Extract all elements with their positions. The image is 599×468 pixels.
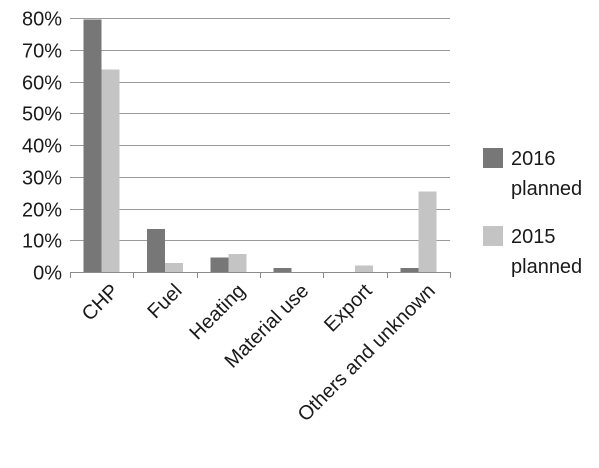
legend-label-2015-line2: planned	[511, 256, 582, 278]
bar-2015-planned-export	[355, 265, 373, 272]
axes	[70, 272, 451, 278]
bar-2016-planned-fuel	[147, 229, 165, 272]
bar-2016-planned-material-use	[273, 268, 292, 272]
gridlines	[70, 18, 450, 241]
legend-swatch-2015-planned	[483, 226, 503, 246]
bar-2015-planned-heating	[228, 253, 247, 272]
legend-label-2016-line1: 2016	[511, 148, 556, 170]
x-tick-label: Heating	[186, 280, 250, 344]
y-tick-label: 70%	[22, 41, 62, 63]
x-tick-label: CHP	[78, 280, 123, 325]
y-tick-label: 30%	[22, 168, 62, 190]
legend-label-2016-line2: planned	[511, 178, 582, 200]
y-axis-tick-labels: 0% 10% 20% 30% 40% 50% 60% 70% 80%	[22, 9, 62, 285]
legend: 2016 planned 2015 planned	[483, 148, 582, 278]
bars	[83, 19, 437, 273]
bar-2016-planned-chp	[83, 19, 102, 272]
bar-2016-planned-others-and-unknown	[400, 268, 419, 272]
bar-2015-planned-others-and-unknown	[418, 191, 437, 272]
y-tick-label: 10%	[22, 231, 62, 253]
bar-2016-planned-heating	[210, 257, 229, 272]
y-tick-label: 80%	[22, 9, 62, 31]
y-tick-label: 40%	[22, 136, 62, 158]
x-tick-label: Fuel	[143, 280, 186, 323]
legend-swatch-2016-planned	[483, 148, 503, 168]
legend-label-2015-line1: 2015	[511, 226, 556, 248]
bar-2015-planned-chp	[101, 69, 120, 273]
y-tick-label: 20%	[22, 200, 62, 222]
bar-2015-planned-fuel	[165, 263, 183, 272]
y-tick-label: 60%	[22, 73, 62, 95]
y-tick-label: 50%	[22, 104, 62, 126]
x-tick-label: Export	[320, 280, 377, 337]
y-tick-label: 0%	[33, 263, 62, 285]
